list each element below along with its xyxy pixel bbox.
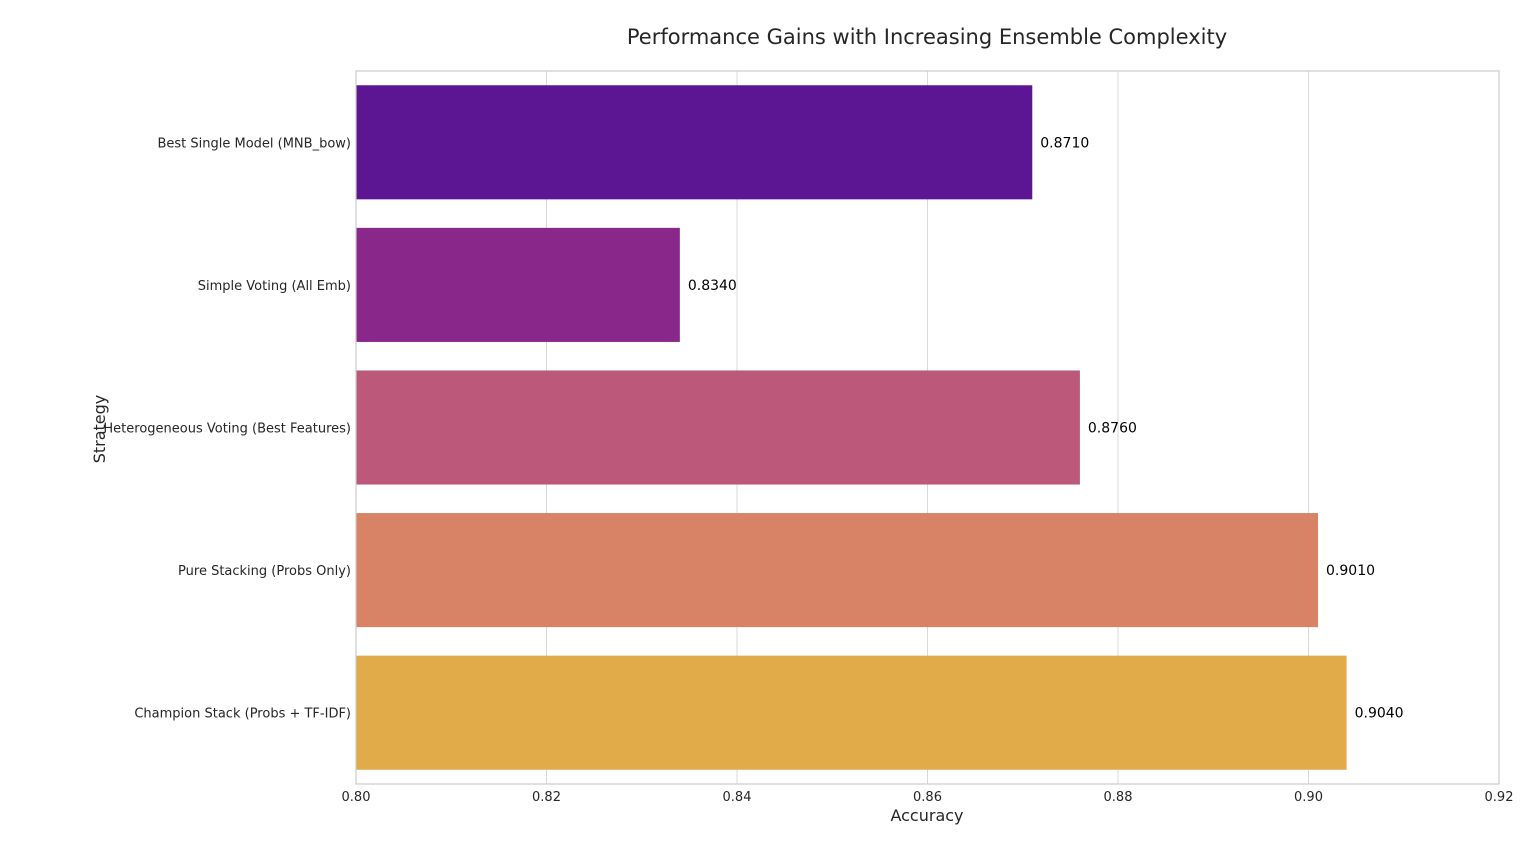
x-tick-label: 0.84 [723, 790, 752, 805]
x-tick-label: 0.90 [1294, 790, 1323, 805]
x-tick-label: 0.82 [532, 790, 561, 805]
chart-title: Performance Gains with Increasing Ensemb… [627, 25, 1227, 49]
bar [356, 655, 1347, 770]
bar [356, 370, 1080, 485]
bar [356, 85, 1033, 200]
x-tick-label: 0.86 [913, 790, 942, 805]
y-tick-label: Best Single Model (MNB_bow) [157, 136, 351, 151]
x-tick-label: 0.88 [1104, 790, 1133, 805]
bar-value-label: 0.8760 [1088, 421, 1137, 437]
bar-value-label: 0.9040 [1355, 706, 1404, 722]
y-axis-label: Strategy [90, 395, 109, 464]
x-tick-label: 0.92 [1485, 790, 1514, 805]
y-tick-label: Champion Stack (Probs + TF-IDF) [134, 707, 351, 722]
y-tick-label: Pure Stacking (Probs Only) [178, 564, 351, 579]
bar-value-label: 0.9010 [1326, 563, 1375, 579]
bar-value-label: 0.8710 [1040, 135, 1089, 151]
x-tick-label: 0.80 [342, 790, 371, 805]
bar [356, 227, 680, 342]
y-tick-label: Simple Voting (All Emb) [198, 279, 351, 294]
plot-frame [355, 70, 1500, 785]
bar [356, 513, 1319, 628]
bar-value-label: 0.8340 [688, 278, 737, 294]
tick-layer: 0.80 0.82 0.84 0.86 0.88 0.90 0.92 Best Single … [103, 136, 1513, 805]
x-axis-label: Accuracy [890, 806, 963, 825]
bar-layer [356, 85, 1347, 770]
y-tick-label: Heterogeneous Voting (Best Features) [103, 422, 351, 437]
label-layer: 0.8710 0.8340 0.8760 0.9010 0.9040 [688, 135, 1404, 721]
